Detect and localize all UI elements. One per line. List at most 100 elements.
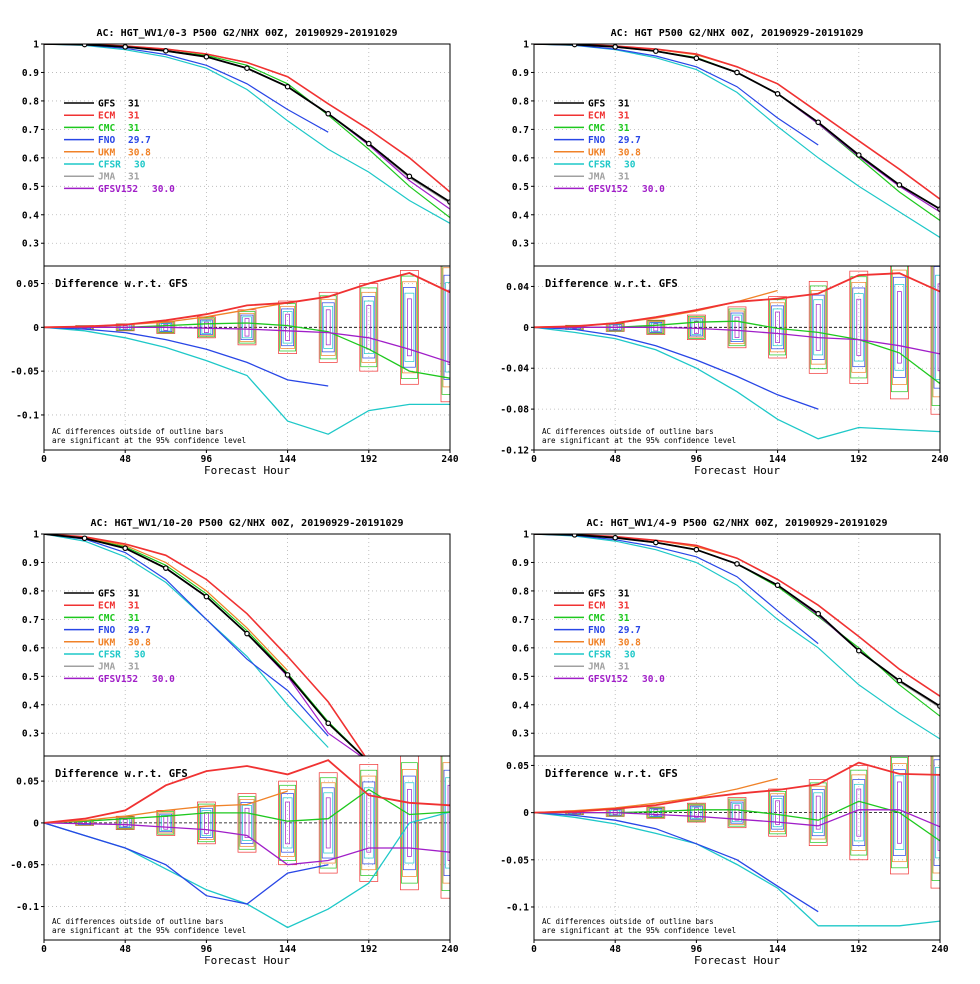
ac-line-cfsr — [44, 44, 450, 224]
significance-bar — [690, 318, 703, 337]
legend-score: 31 — [618, 172, 630, 183]
ac-y-tick-label: 0.8 — [512, 586, 529, 597]
legend-name: ECM — [98, 601, 115, 612]
significance-bar — [201, 320, 212, 334]
legend-name: CFSR — [98, 650, 121, 661]
diff-y-tick-label: -0.08 — [500, 405, 529, 416]
ac-series-group — [534, 534, 940, 740]
ac-point-gfs — [612, 534, 619, 541]
ac-y-tick-label: 0.6 — [512, 153, 529, 164]
diff-line-ukm — [534, 777, 778, 814]
legend-score: 30.0 — [642, 674, 665, 685]
legend-name: JMA — [98, 172, 115, 183]
ac-point-gfs — [406, 173, 413, 180]
significance-bar — [932, 756, 940, 874]
ac-y-tick-label: 0.4 — [22, 210, 39, 221]
legend-score: 31 — [128, 172, 140, 183]
significance-bar — [815, 795, 821, 830]
legend-score: 29.7 — [618, 135, 641, 146]
legend-score: 31 — [128, 99, 140, 110]
significance-bar — [159, 813, 173, 833]
significance-bar — [363, 300, 374, 354]
ac-point-gfs — [815, 610, 822, 617]
significance-bar — [321, 787, 335, 859]
significance-bar — [157, 811, 175, 835]
significance-bar — [238, 311, 256, 344]
significance-bar — [320, 782, 336, 864]
diff-line-cfsr — [44, 811, 450, 929]
significance-note: are significant at the 95% confidence le… — [542, 436, 736, 445]
significance-bar — [808, 280, 828, 374]
legend-score: 31 — [618, 613, 630, 624]
significance-note: are significant at the 95% confidence le… — [542, 926, 736, 935]
significance-bar — [815, 303, 821, 351]
significance-bar — [772, 798, 783, 828]
diff-line-cfsr — [534, 326, 940, 440]
significance-note: are significant at the 95% confidence le… — [52, 436, 246, 445]
chart-panel: AC: HGT_WV1/4-9 P500 G2/NHX 00Z, 2019092… — [500, 518, 948, 967]
significance-bar — [116, 816, 134, 830]
legend-score: 30.8 — [618, 147, 641, 158]
diff-series-group — [534, 266, 940, 440]
legend-score: 31 — [618, 662, 630, 673]
diff-line-fno — [534, 326, 819, 410]
chart-title: AC: HGT_WV1/4-9 P500 G2/NHX 00Z, 2019092… — [586, 518, 887, 529]
legend-name: GFSV152 — [588, 184, 628, 195]
significance-bar — [728, 798, 746, 827]
legend-name: CMC — [588, 123, 605, 134]
ac-point-gfs — [244, 630, 250, 637]
significance-bar — [400, 270, 419, 385]
significance-bar — [402, 769, 417, 877]
x-tick-label: 0 — [531, 944, 537, 955]
legend-name: GFSV152 — [588, 674, 628, 685]
ac-point-gfs — [774, 91, 781, 97]
significance-bar — [401, 762, 418, 884]
legend-name: JMA — [98, 662, 115, 673]
significance-bar — [321, 302, 335, 353]
diff-plot-frame — [43, 755, 451, 941]
ac-y-tick-label: 0.4 — [512, 700, 529, 711]
significance-bar — [694, 807, 699, 818]
legend-score: 30.8 — [618, 637, 641, 648]
x-tick-label: 240 — [441, 454, 458, 465]
x-tick-label: 240 — [441, 944, 458, 955]
chart-panel: AC: HGT P500 G2/NHX 00Z, 20190929-201910… — [500, 28, 948, 477]
ac-y-tick-label: 0.5 — [512, 672, 529, 683]
significance-bar — [935, 766, 940, 859]
ac-line-cmc — [44, 534, 364, 756]
chart-title: AC: HGT_WV1/10-20 P500 G2/NHX 00Z, 20190… — [90, 518, 403, 529]
significance-bar — [282, 311, 293, 344]
diff-y-tick-label: 0 — [523, 808, 529, 819]
significance-bar — [200, 319, 213, 336]
diff-line-fno — [44, 326, 329, 387]
significance-bar — [810, 290, 826, 365]
x-axis-label: Forecast Hour — [694, 464, 780, 477]
ac-point-gfs — [163, 48, 169, 54]
diff-line-gfsv152 — [44, 326, 450, 364]
significance-bar — [769, 791, 786, 835]
diff-title: Difference w.r.t. GFS — [545, 768, 678, 780]
ac-point-gfs — [855, 647, 862, 654]
diff-line-gfsv152 — [44, 822, 450, 866]
significance-bar — [240, 314, 254, 340]
ac-y-tick-label: 0.5 — [22, 182, 39, 193]
significance-bar — [285, 801, 290, 845]
significance-bar — [318, 772, 338, 874]
significance-bar — [199, 318, 214, 337]
significance-bar — [244, 807, 250, 838]
diff-series-group — [44, 266, 450, 435]
ac-point-gfs — [203, 593, 210, 600]
diff-y-tick-label: -0.05 — [500, 855, 529, 866]
ac-point-gfs — [163, 565, 169, 571]
significance-bar — [443, 274, 450, 380]
significance-bar — [244, 318, 250, 337]
diff-line-ecm — [534, 761, 940, 814]
ac-point-gfs — [653, 539, 659, 546]
ac-point-gfs — [325, 110, 332, 117]
significance-bar — [318, 291, 338, 363]
significance-bar — [809, 285, 827, 370]
significance-bar — [937, 283, 940, 372]
significance-bar — [850, 276, 868, 379]
ac-y-tick-label: 0.6 — [22, 153, 39, 164]
